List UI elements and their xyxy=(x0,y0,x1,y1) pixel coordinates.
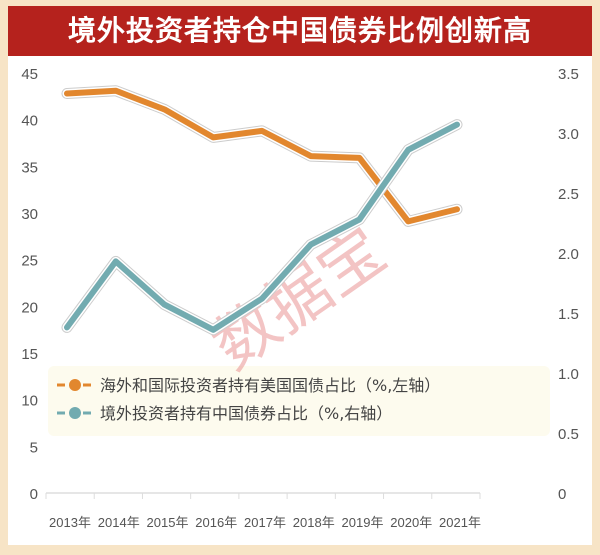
x-tick-label: 2021年 xyxy=(439,515,481,530)
y-right-tick-label: 2.5 xyxy=(558,186,579,203)
y-right-tick-label: 0.5 xyxy=(558,426,579,443)
legend-marker xyxy=(69,379,81,391)
legend-box xyxy=(48,366,550,436)
y-left-tick-label: 30 xyxy=(21,206,38,223)
y-left-tick-label: 25 xyxy=(21,253,38,270)
x-tick-label: 2013年 xyxy=(49,515,91,530)
x-tick-label: 2020年 xyxy=(390,515,432,530)
legend-label: 境外投资者持有中国债券占比（%,右轴） xyxy=(100,404,392,423)
y-right-tick-label: 2.0 xyxy=(558,246,579,263)
y-left-tick-label: 20 xyxy=(21,299,38,316)
y-right-tick-label: 0 xyxy=(558,486,566,503)
x-tick-label: 2014年 xyxy=(98,515,140,530)
plot-background xyxy=(8,56,592,545)
x-tick-label: 2017年 xyxy=(244,515,286,530)
y-right-tick-label: 3.0 xyxy=(558,126,579,143)
y-left-tick-label: 45 xyxy=(21,66,38,83)
x-tick-label: 2018年 xyxy=(293,515,335,530)
x-tick-label: 2019年 xyxy=(342,515,384,530)
x-tick-label: 2016年 xyxy=(195,515,237,530)
y-left-tick-label: 40 xyxy=(21,113,38,130)
chart-title: 境外投资者持仓中国债券比例创新高 xyxy=(8,6,592,56)
y-right-tick-label: 3.5 xyxy=(558,66,579,83)
y-left-tick-label: 35 xyxy=(21,159,38,176)
y-left-tick-label: 5 xyxy=(30,439,38,456)
y-left-tick-label: 10 xyxy=(21,393,38,410)
legend-label: 海外和国际投资者持有美国国债占比（%,左轴） xyxy=(100,376,440,395)
y-right-tick-label: 1.0 xyxy=(558,366,579,383)
legend-marker xyxy=(69,407,81,419)
y-left-tick-label: 0 xyxy=(30,486,38,503)
x-tick-label: 2015年 xyxy=(147,515,189,530)
y-left-tick-label: 15 xyxy=(21,346,38,363)
y-right-tick-label: 1.5 xyxy=(558,306,579,323)
